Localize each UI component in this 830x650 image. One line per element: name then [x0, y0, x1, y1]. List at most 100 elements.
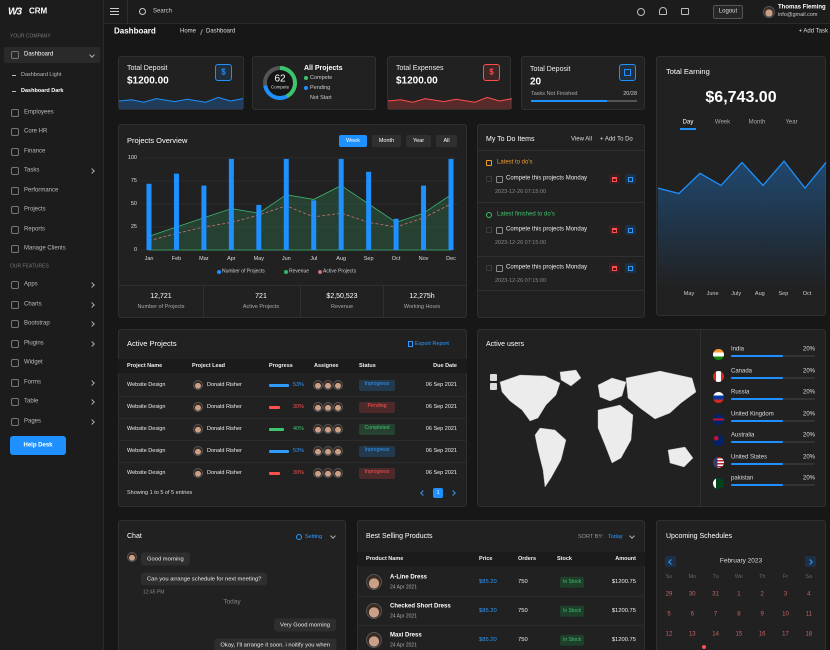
chat-settings[interactable]: Setting — [305, 533, 323, 540]
nav-item[interactable]: Table — [24, 398, 39, 405]
mail-icon[interactable] — [681, 8, 689, 15]
calendar-day[interactable]: 15 — [735, 631, 743, 638]
nav-item[interactable]: Finance — [24, 148, 46, 155]
nav-item[interactable]: Core HR — [24, 128, 48, 135]
progress-bar — [269, 406, 281, 409]
earning-tab[interactable]: Week — [714, 119, 731, 126]
earning-tab[interactable]: Month — [748, 119, 766, 126]
nav-subitem[interactable]: Dashboard Dark — [21, 87, 64, 94]
delete-button[interactable] — [609, 225, 620, 235]
avatar — [193, 402, 203, 412]
checkbox[interactable] — [496, 264, 503, 272]
settings-icon[interactable] — [637, 8, 645, 16]
nav-item[interactable]: Dashboard — [24, 51, 54, 58]
country-share: 20% — [802, 411, 815, 418]
nav-item[interactable]: Bootstrap — [24, 320, 50, 327]
calendar-day[interactable]: 18 — [805, 631, 813, 638]
calendar-day[interactable]: 9 — [760, 611, 764, 618]
chart-tab[interactable] — [339, 135, 367, 147]
menu-icon — [110, 8, 119, 9]
calendar-day[interactable]: 12 — [665, 631, 673, 638]
chart-tab[interactable] — [436, 135, 457, 147]
edit-button[interactable] — [625, 225, 636, 235]
group-icon — [486, 160, 492, 166]
calendar-day[interactable]: 30 — [688, 591, 696, 598]
nav-item[interactable]: Projects — [24, 206, 46, 213]
earning-tab[interactable]: Day — [682, 119, 694, 126]
calendar-day[interactable]: 14 — [712, 631, 719, 638]
logout-button[interactable] — [713, 5, 743, 19]
chart-tab[interactable] — [406, 135, 431, 147]
nav-item[interactable]: Plugins — [24, 340, 44, 347]
calendar-day[interactable]: 17 — [782, 631, 789, 638]
calendar-day[interactable]: 16 — [758, 631, 766, 638]
stat-title: Total Deposit — [127, 65, 168, 73]
sort-value[interactable]: Today — [608, 533, 623, 540]
add-todo-link[interactable]: + Add To Do — [600, 136, 633, 143]
avatar — [366, 603, 382, 619]
calendar-day[interactable]: 4 — [807, 591, 811, 598]
nav-active-bg — [4, 47, 100, 63]
calendar-day[interactable]: 11 — [805, 611, 812, 618]
nav-icon — [11, 417, 19, 426]
calendar-day[interactable]: 8 — [737, 611, 741, 618]
notification-icon[interactable] — [659, 7, 667, 15]
delete-button[interactable] — [609, 174, 620, 184]
calendar-day[interactable]: 7 — [713, 611, 718, 618]
add-task-button[interactable]: + Add Task — [798, 28, 828, 35]
stat-progress-label: 20/28 — [623, 90, 637, 97]
page-button[interactable] — [433, 488, 443, 498]
drag-handle — [486, 265, 492, 271]
earning-value: $6,743.00 — [705, 89, 777, 107]
view-all-link[interactable]: View All — [571, 136, 592, 143]
stat-icon-symbol: $ — [489, 67, 494, 77]
calendar-day[interactable]: 13 — [688, 631, 696, 638]
zoom-out[interactable] — [490, 383, 497, 390]
nav-icon — [11, 281, 19, 289]
chart-tab[interactable] — [372, 135, 401, 147]
avatar — [366, 632, 382, 648]
calendar-day[interactable]: 6 — [690, 611, 694, 618]
nav-item[interactable]: Forms — [24, 379, 41, 386]
nav-item[interactable]: Widget — [24, 359, 43, 366]
prev-month[interactable] — [665, 556, 676, 567]
nav-item[interactable]: Manage Clients — [24, 245, 66, 252]
nav-item[interactable]: Performance — [24, 187, 59, 194]
nav-item[interactable]: Charts — [24, 301, 42, 308]
avatar — [313, 424, 323, 434]
search-input[interactable]: Search — [153, 8, 173, 15]
help-desk-button[interactable] — [10, 436, 66, 455]
user-name: Thomas Fleming — [778, 4, 826, 11]
calendar-day[interactable]: 5 — [667, 611, 671, 618]
todo-text: Compete this projects Monday — [506, 264, 588, 271]
nav-item[interactable]: Pages — [24, 418, 42, 425]
breadcrumb[interactable]: Home — [180, 28, 197, 35]
checkbox[interactable] — [496, 175, 503, 183]
nav-item[interactable]: Employees — [24, 109, 54, 116]
calendar-day[interactable]: 2 — [760, 591, 764, 598]
nav-item[interactable]: Tasks — [24, 167, 40, 174]
export-link[interactable]: Export Report — [415, 340, 449, 347]
earning-tab[interactable]: Year — [785, 119, 798, 126]
checkbox[interactable] — [496, 226, 503, 234]
card-title: Chat — [127, 533, 142, 541]
sidebar-section-title: YOUR COMPANY — [10, 33, 51, 40]
calendar-day[interactable]: 10 — [782, 611, 789, 618]
avatar — [333, 446, 343, 456]
calendar-day[interactable]: 29 — [665, 591, 673, 598]
nav-item[interactable]: Reports — [24, 226, 46, 233]
nav-icon — [11, 359, 19, 367]
calendar-day[interactable]: 3 — [783, 591, 788, 598]
nav-subitem[interactable]: Dashboard Light — [21, 71, 62, 78]
status-label: Inprogress — [364, 381, 390, 388]
calendar-day[interactable]: 31 — [712, 591, 719, 598]
nav-icon — [11, 300, 19, 309]
zoom-in[interactable] — [490, 374, 497, 381]
edit-button[interactable] — [625, 263, 636, 273]
delete-button[interactable] — [609, 263, 620, 273]
next-month[interactable] — [805, 556, 816, 567]
nav-item[interactable]: Apps — [24, 281, 38, 288]
calendar-day[interactable]: 1 — [737, 591, 741, 598]
edit-button[interactable] — [625, 174, 636, 184]
avatar — [333, 424, 343, 434]
